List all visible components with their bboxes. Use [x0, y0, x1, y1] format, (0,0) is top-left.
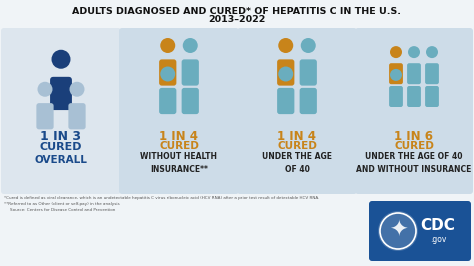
Circle shape — [52, 50, 71, 69]
FancyBboxPatch shape — [300, 88, 317, 114]
Text: UNDER THE AGE OF 40
AND WITHOUT INSURANCE: UNDER THE AGE OF 40 AND WITHOUT INSURANC… — [356, 152, 472, 174]
Circle shape — [426, 69, 438, 81]
Text: CURED: CURED — [394, 141, 434, 151]
Text: WITHOUT HEALTH
INSURANCE**: WITHOUT HEALTH INSURANCE** — [140, 152, 218, 174]
Circle shape — [70, 82, 84, 97]
Text: UNDER THE AGE
OF 40: UNDER THE AGE OF 40 — [262, 152, 332, 174]
Text: OVERALL: OVERALL — [35, 155, 87, 165]
Circle shape — [390, 69, 402, 81]
Text: ADULTS DIAGNOSED AND CURED* OF HEPATITIS C IN THE U.S.: ADULTS DIAGNOSED AND CURED* OF HEPATITIS… — [73, 6, 401, 15]
Circle shape — [160, 38, 175, 53]
Text: 2013–2022: 2013–2022 — [208, 15, 266, 23]
FancyBboxPatch shape — [369, 201, 471, 261]
Text: .gov: .gov — [430, 235, 446, 243]
Text: CDC: CDC — [420, 218, 456, 232]
Circle shape — [183, 66, 198, 81]
FancyBboxPatch shape — [425, 86, 439, 107]
Text: 1 IN 6: 1 IN 6 — [394, 130, 434, 143]
FancyBboxPatch shape — [119, 28, 239, 194]
Text: CURED: CURED — [277, 141, 317, 151]
Text: Source: Centers for Disease Control and Prevention: Source: Centers for Disease Control and … — [10, 208, 115, 212]
Circle shape — [37, 82, 53, 97]
FancyBboxPatch shape — [407, 63, 421, 84]
Circle shape — [301, 38, 316, 53]
Text: CURED: CURED — [159, 141, 199, 151]
FancyBboxPatch shape — [407, 86, 421, 107]
Circle shape — [408, 46, 420, 58]
Circle shape — [408, 69, 420, 81]
FancyBboxPatch shape — [159, 59, 176, 86]
FancyBboxPatch shape — [237, 28, 357, 194]
Text: **Referred to as Other (client or self-pay) in the analysis: **Referred to as Other (client or self-p… — [4, 202, 119, 206]
Circle shape — [278, 66, 293, 81]
FancyBboxPatch shape — [355, 28, 473, 194]
Circle shape — [278, 38, 293, 53]
Text: *Cured is defined as viral clearance, which is an undetectable hepatitis C virus: *Cured is defined as viral clearance, wh… — [4, 196, 319, 200]
FancyBboxPatch shape — [182, 88, 199, 114]
FancyBboxPatch shape — [50, 77, 72, 110]
FancyBboxPatch shape — [159, 88, 176, 114]
FancyBboxPatch shape — [1, 28, 121, 194]
FancyBboxPatch shape — [389, 86, 403, 107]
Circle shape — [160, 66, 175, 81]
Text: CURED: CURED — [40, 142, 82, 152]
FancyBboxPatch shape — [182, 59, 199, 86]
Text: ✦: ✦ — [389, 221, 407, 241]
Circle shape — [378, 211, 418, 251]
FancyBboxPatch shape — [277, 59, 294, 86]
Circle shape — [301, 66, 316, 81]
FancyBboxPatch shape — [389, 63, 403, 84]
Text: 1 IN 3: 1 IN 3 — [40, 130, 82, 143]
FancyBboxPatch shape — [68, 103, 86, 129]
FancyBboxPatch shape — [36, 103, 54, 129]
Circle shape — [183, 38, 198, 53]
FancyBboxPatch shape — [277, 88, 294, 114]
Circle shape — [390, 46, 402, 58]
FancyBboxPatch shape — [300, 59, 317, 86]
Text: 1 IN 4: 1 IN 4 — [277, 130, 317, 143]
Circle shape — [426, 46, 438, 58]
FancyBboxPatch shape — [425, 63, 439, 84]
Text: 1 IN 4: 1 IN 4 — [159, 130, 199, 143]
